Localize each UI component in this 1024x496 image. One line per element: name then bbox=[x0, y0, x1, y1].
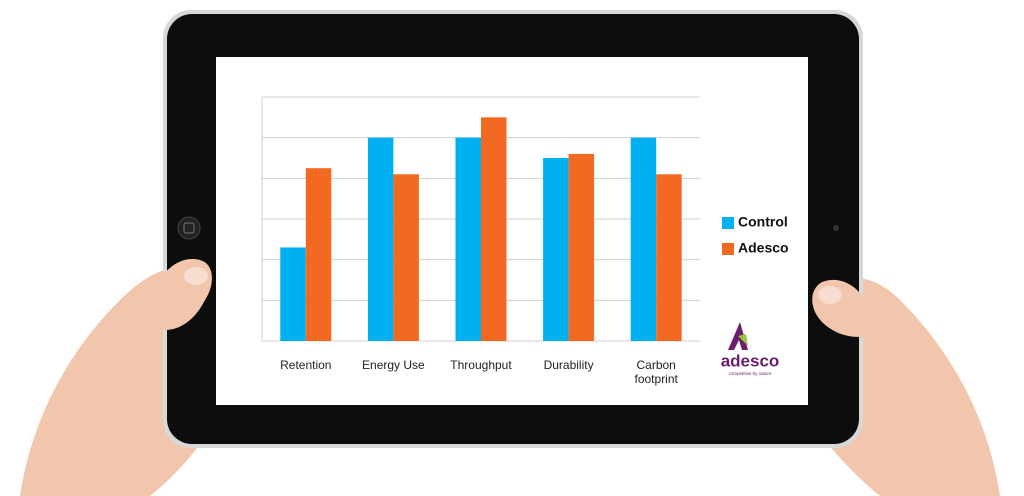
logo-name: adesco bbox=[721, 351, 780, 370]
x-tick-label: Throughput bbox=[450, 358, 512, 372]
bar bbox=[305, 168, 332, 341]
legend-label: Adesco bbox=[738, 240, 789, 256]
left-nail bbox=[184, 267, 208, 285]
bar bbox=[656, 174, 682, 341]
legend-swatch bbox=[722, 217, 734, 229]
legend-label: Control bbox=[738, 214, 788, 230]
screen bbox=[216, 57, 808, 405]
bar bbox=[568, 153, 595, 341]
x-tick-label: Durability bbox=[543, 358, 594, 372]
bar bbox=[367, 137, 394, 341]
bar bbox=[393, 174, 419, 341]
right-nail bbox=[818, 286, 842, 304]
chart: Control Adesco bbox=[261, 96, 789, 342]
camera bbox=[833, 225, 839, 231]
bar bbox=[543, 158, 569, 341]
logo-accent bbox=[738, 334, 748, 346]
bar bbox=[455, 137, 481, 341]
bar bbox=[280, 247, 306, 341]
x-tick-label: Carbon footprint bbox=[634, 358, 678, 386]
x-tick-label: Energy Use bbox=[362, 358, 425, 372]
bar bbox=[481, 117, 507, 341]
home-button bbox=[177, 216, 201, 240]
logo-tagline: competitive by nature bbox=[729, 371, 772, 376]
bar bbox=[630, 137, 657, 341]
x-tick-label: Retention bbox=[280, 358, 332, 372]
home-icon bbox=[183, 222, 195, 234]
legend-swatch bbox=[722, 243, 734, 255]
